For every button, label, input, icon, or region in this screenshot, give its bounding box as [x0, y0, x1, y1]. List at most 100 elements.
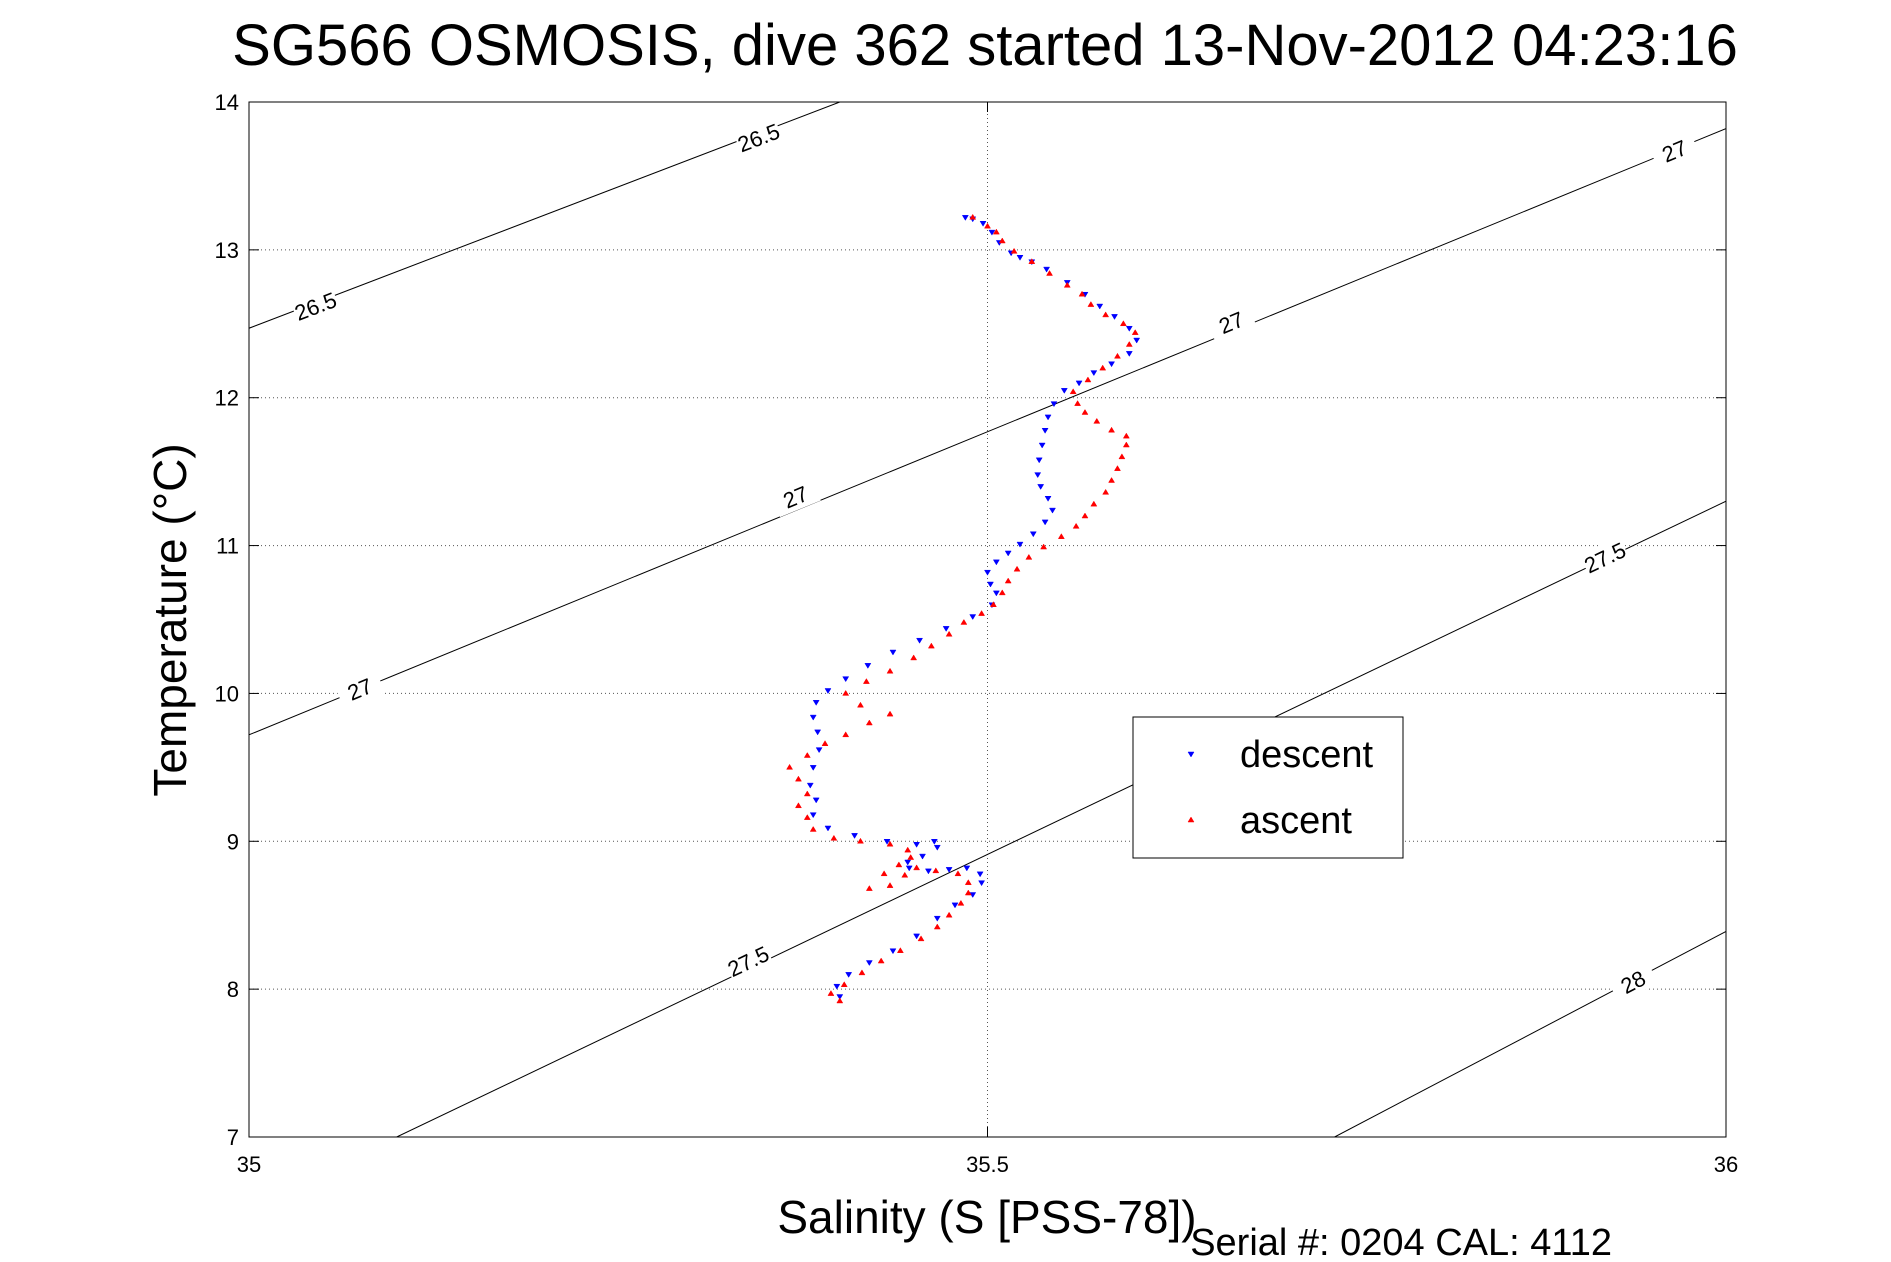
- descent-point: [930, 839, 938, 845]
- serial-cal-footnote: Serial #: 0204 CAL: 4112: [1190, 1222, 1612, 1262]
- ascent-point: [827, 990, 835, 996]
- ascent-point: [1013, 565, 1021, 572]
- ascent-point: [865, 719, 873, 726]
- ascent-point: [1004, 577, 1012, 584]
- ascent-point: [1025, 553, 1033, 560]
- ascent-point: [945, 630, 953, 637]
- ascent-point: [786, 763, 794, 770]
- ascent-point: [1125, 340, 1133, 347]
- ascent-point: [842, 689, 850, 696]
- ascent-point: [1093, 417, 1101, 424]
- descent-point: [942, 626, 950, 632]
- descent-point: [988, 229, 996, 236]
- ascent-point: [1046, 270, 1053, 276]
- ascent-point: [969, 213, 977, 220]
- ascent-point: [880, 870, 888, 877]
- descent-point: [913, 841, 921, 848]
- ascent-point: [1087, 301, 1095, 307]
- descent-point: [1016, 541, 1024, 548]
- descent-point: [905, 865, 913, 872]
- ascent-point: [1102, 311, 1110, 318]
- descent-point: [833, 983, 841, 990]
- ascent-point: [1028, 258, 1036, 264]
- y-tick-label: 10: [215, 681, 239, 706]
- descent-point: [812, 700, 820, 706]
- y-tick-label: 13: [215, 238, 239, 263]
- descent-point: [1050, 401, 1058, 408]
- descent-point: [1125, 351, 1133, 357]
- ascent-point: [933, 923, 941, 930]
- ascent-point: [886, 710, 894, 717]
- descent-point: [1004, 550, 1012, 557]
- ascent-point: [865, 885, 873, 891]
- ascent-point: [1108, 477, 1116, 483]
- contour-label-gap: [290, 286, 341, 327]
- ascent-point: [945, 911, 953, 918]
- descent-point: [809, 812, 817, 819]
- descent-point: [933, 844, 941, 851]
- y-tick-label: 11: [216, 534, 239, 559]
- ascent-point: [960, 618, 968, 625]
- descent-point: [987, 581, 994, 588]
- ascent-point: [989, 601, 997, 607]
- descent-point: [1108, 361, 1116, 368]
- descent-point: [824, 825, 832, 832]
- descent-point: [1133, 337, 1141, 344]
- descent-point: [933, 915, 941, 922]
- ascent-point: [896, 947, 904, 953]
- ascent-point: [1114, 465, 1121, 471]
- density-contour-line: [249, 128, 1726, 736]
- descent-point: [883, 839, 891, 845]
- ascent-point: [1084, 376, 1092, 383]
- descent-point: [992, 559, 1000, 566]
- ascent-point: [840, 981, 848, 987]
- ascent-point: [1102, 488, 1110, 495]
- density-contour-line: [1334, 931, 1726, 1137]
- descent-point: [1043, 266, 1051, 273]
- ascent-point: [1074, 400, 1082, 406]
- ascent-point: [842, 731, 850, 738]
- ascent-point: [978, 610, 986, 616]
- grid-lines: [249, 102, 1726, 1137]
- ascent-point: [862, 678, 870, 684]
- y-tick-label: 14: [215, 90, 239, 115]
- plot-frame: [249, 102, 1726, 1137]
- descent-point: [1041, 519, 1049, 526]
- density-contour-line: [396, 500, 1726, 1137]
- descent-point: [916, 637, 923, 644]
- ascent-point: [1099, 364, 1107, 371]
- ascent-point: [795, 775, 802, 782]
- ascent-point: [1040, 543, 1048, 550]
- ascent-point: [1063, 281, 1071, 288]
- contour-label-gap: [733, 117, 784, 158]
- descent-point: [836, 994, 844, 1001]
- x-tick-label: 35: [237, 1152, 261, 1177]
- ascent-point: [1081, 512, 1089, 519]
- ascent-point: [1108, 426, 1116, 433]
- descent-point: [809, 714, 817, 721]
- ascent-point: [886, 882, 894, 888]
- ascent-point: [932, 867, 940, 874]
- legend: descent ascent: [1132, 716, 1404, 859]
- ascent-point: [809, 825, 817, 832]
- contour-label-gap: [770, 476, 821, 518]
- ascent-point: [857, 837, 864, 844]
- ascent-point: [917, 935, 925, 942]
- ascent-point: [830, 834, 838, 841]
- descent-series: [806, 215, 1141, 1001]
- contour-label-gap: [1649, 130, 1700, 172]
- descent-point: [812, 797, 820, 804]
- descent-point: [1075, 380, 1083, 387]
- ascent-point: [998, 237, 1006, 244]
- ascent-point: [895, 861, 903, 868]
- y-tick-label: 12: [215, 386, 239, 411]
- contour-label-gap: [1579, 536, 1631, 579]
- legend-marker-descent: [1187, 751, 1195, 758]
- descent-point: [889, 948, 897, 955]
- descent-point: [904, 859, 912, 866]
- y-axis-label: Temperature (°C): [144, 443, 196, 796]
- ascent-point: [910, 654, 918, 661]
- descent-point: [1111, 314, 1118, 320]
- legend-marker-ascent: [1187, 816, 1195, 823]
- ascent-point: [1114, 352, 1121, 359]
